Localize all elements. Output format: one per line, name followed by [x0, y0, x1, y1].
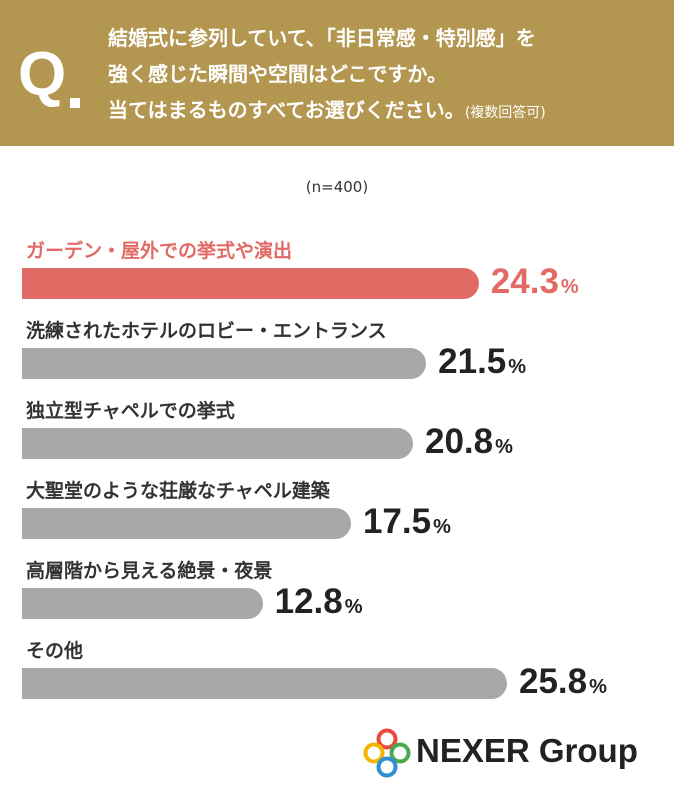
data-label: 25.8%: [519, 662, 607, 707]
rings-icon: [363, 728, 411, 778]
bar: [22, 508, 351, 539]
bar: [22, 668, 507, 699]
sample-size: (n=400): [305, 178, 369, 196]
data-label-value: 24.3: [490, 262, 559, 301]
data-label-unit: %: [589, 676, 607, 698]
question-line-2: 強く感じた瞬間や空間はどこですか。: [108, 62, 447, 86]
data-label-unit: %: [508, 356, 527, 378]
question-line-3: 当てはまるものすべてお選びください。(複数回答可): [108, 96, 546, 127]
data-label: 17.5%: [363, 502, 451, 547]
bar: [22, 348, 427, 379]
data-label: 20.8%: [425, 422, 513, 467]
data-label-unit: %: [433, 516, 451, 538]
nexer-logo: NEXER Group: [362, 728, 662, 778]
category-label: その他: [26, 640, 84, 662]
category-label: ガーデン・屋外での挙式や演出: [26, 240, 293, 262]
data-label-unit: %: [560, 276, 579, 298]
bar: [22, 588, 263, 619]
question-line-3-text: 当てはまるものすべてお選びください。: [108, 98, 465, 122]
question-mark: Q: [18, 40, 66, 109]
question-line-1: 結婚式に参列していて、「非日常感・特別感」を: [108, 26, 536, 50]
data-label-value: 12.8: [274, 582, 343, 621]
data-label-unit: %: [344, 596, 363, 618]
data-label-value: 17.5: [362, 502, 432, 541]
data-label: 12.8%: [275, 582, 363, 627]
data-label: 21.5%: [438, 342, 526, 387]
bar: [22, 428, 413, 459]
data-label: 24.3%: [491, 262, 579, 307]
bar: [22, 268, 479, 299]
multiple-answer-note: (複数回答可): [464, 105, 546, 121]
data-label-value: 25.8: [519, 662, 588, 701]
category-label: 大聖堂のような荘厳なチャペル建築: [26, 480, 330, 502]
logo-text: NEXER Group: [416, 732, 638, 769]
category-label: 独立型チャペルでの挙式: [26, 400, 235, 422]
category-label: 洗練されたホテルのロビー・エントランス: [26, 320, 387, 342]
data-label-unit: %: [495, 436, 513, 458]
question-dot: [70, 98, 80, 108]
data-label-value: 20.8: [425, 422, 494, 461]
question-header: Q 結婚式に参列していて、「非日常感・特別感」を 強く感じた瞬間や空間はどこです…: [0, 0, 674, 146]
category-label: 高層階から見える絶景・夜景: [26, 560, 273, 582]
data-label-value: 21.5: [438, 342, 507, 381]
